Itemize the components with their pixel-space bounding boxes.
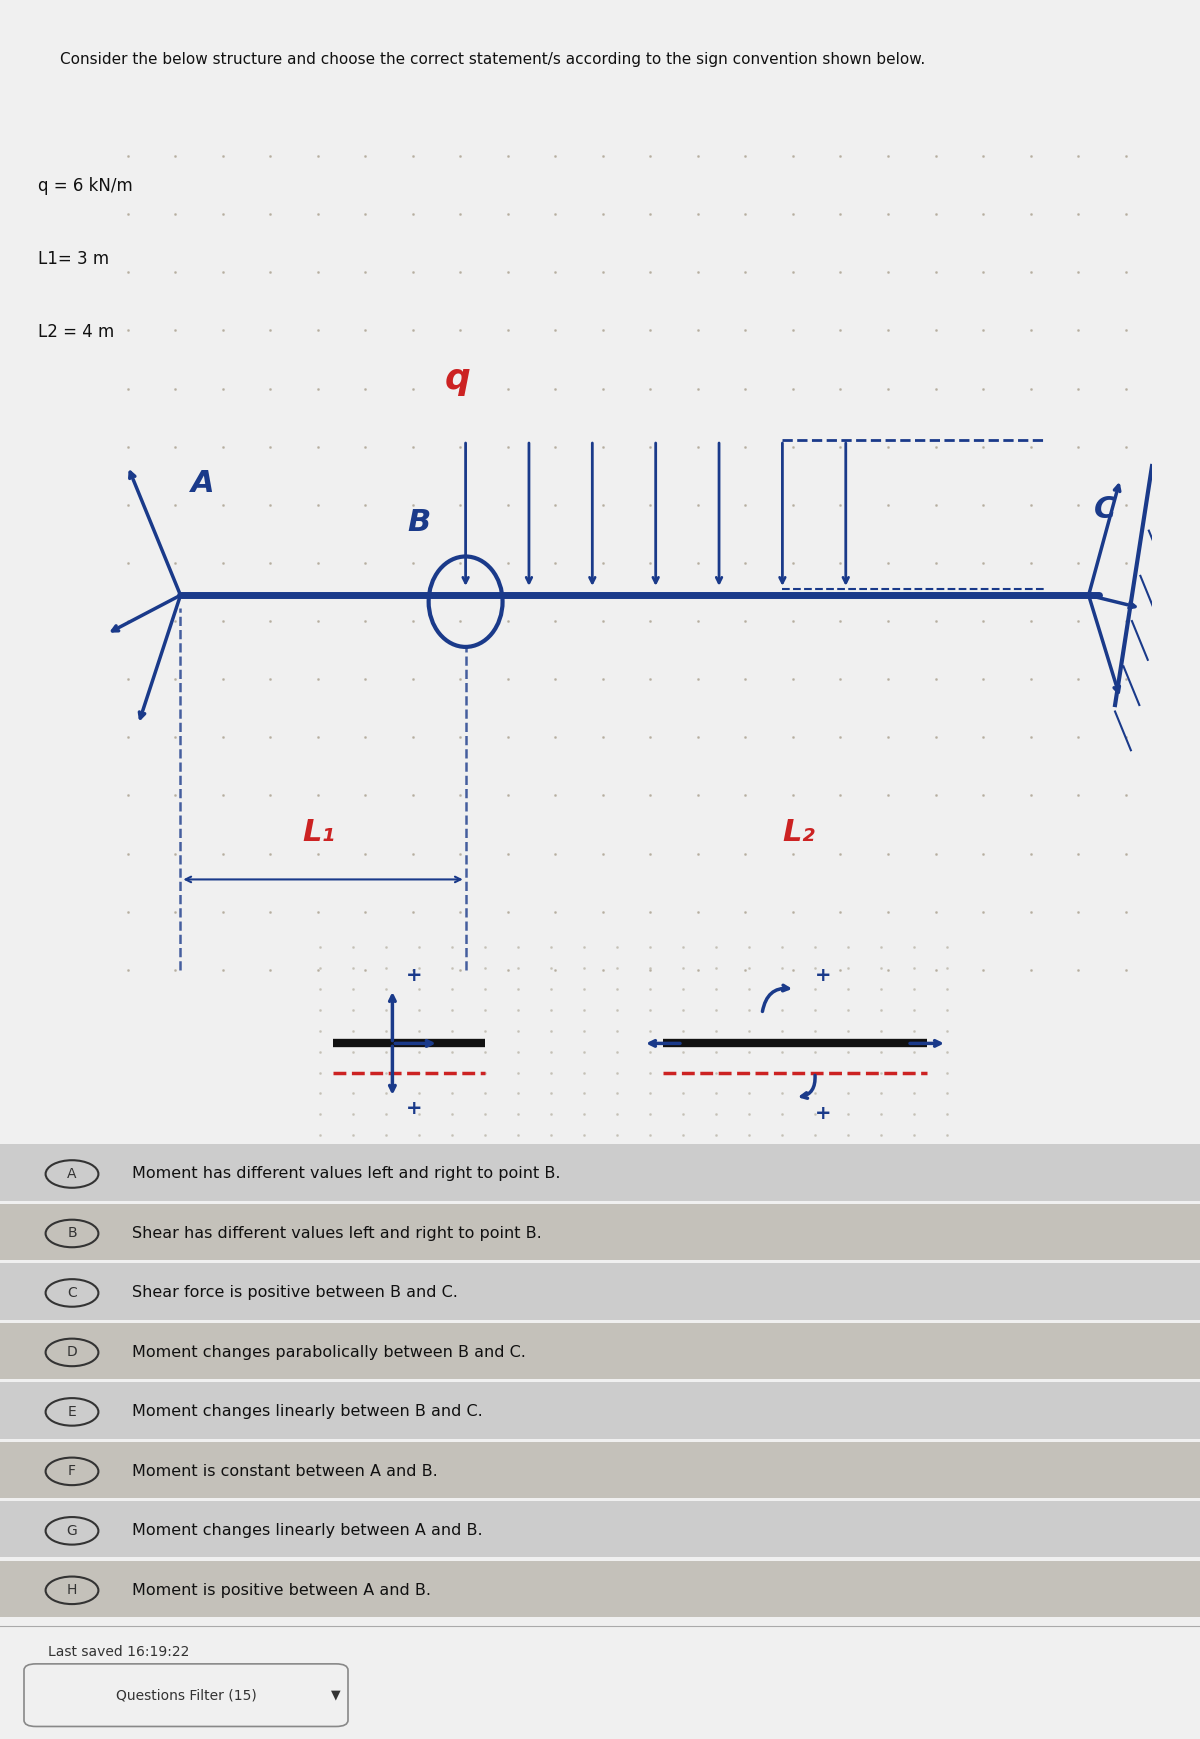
- Text: Last saved 16:19:22: Last saved 16:19:22: [48, 1645, 190, 1659]
- Text: G: G: [67, 1523, 77, 1537]
- Text: C: C: [67, 1285, 77, 1301]
- FancyBboxPatch shape: [24, 1664, 348, 1727]
- FancyBboxPatch shape: [0, 1323, 1200, 1379]
- Text: +: +: [815, 1104, 832, 1123]
- Text: q: q: [444, 362, 470, 395]
- Text: B: B: [67, 1226, 77, 1240]
- FancyBboxPatch shape: [0, 1383, 1200, 1438]
- Text: L2 = 4 m: L2 = 4 m: [38, 323, 114, 341]
- Text: L1= 3 m: L1= 3 m: [38, 250, 109, 268]
- Text: H: H: [67, 1582, 77, 1598]
- Text: Moment is positive between A and B.: Moment is positive between A and B.: [132, 1582, 431, 1598]
- Text: A: A: [67, 1167, 77, 1181]
- Text: Shear has different values left and right to point B.: Shear has different values left and righ…: [132, 1226, 541, 1242]
- Text: q = 6 kN/m: q = 6 kN/m: [38, 177, 132, 195]
- Text: D: D: [67, 1346, 77, 1360]
- Text: L₂: L₂: [782, 817, 815, 847]
- Text: A: A: [191, 470, 215, 497]
- Text: ▼: ▼: [331, 1689, 341, 1702]
- Text: Consider the below structure and choose the correct statement/s according to the: Consider the below structure and choose …: [60, 52, 925, 68]
- FancyBboxPatch shape: [0, 1442, 1200, 1497]
- FancyBboxPatch shape: [0, 1501, 1200, 1558]
- Text: +: +: [406, 965, 422, 984]
- Text: +: +: [815, 965, 832, 984]
- Text: Moment has different values left and right to point B.: Moment has different values left and rig…: [132, 1167, 560, 1181]
- Text: Shear force is positive between B and C.: Shear force is positive between B and C.: [132, 1285, 458, 1301]
- FancyBboxPatch shape: [0, 1263, 1200, 1320]
- Text: E: E: [67, 1405, 77, 1419]
- Text: +: +: [406, 1099, 422, 1118]
- FancyBboxPatch shape: [0, 1560, 1200, 1617]
- Text: L₁: L₁: [302, 817, 335, 847]
- FancyBboxPatch shape: [0, 1203, 1200, 1261]
- Text: Moment is constant between A and B.: Moment is constant between A and B.: [132, 1464, 438, 1478]
- Text: Moment changes linearly between B and C.: Moment changes linearly between B and C.: [132, 1405, 482, 1419]
- Text: B: B: [408, 508, 431, 537]
- Text: C: C: [1094, 494, 1116, 523]
- Text: Moment changes linearly between A and B.: Moment changes linearly between A and B.: [132, 1523, 482, 1539]
- FancyBboxPatch shape: [0, 1144, 1200, 1200]
- Text: F: F: [68, 1464, 76, 1478]
- Text: Moment changes parabolically between B and C.: Moment changes parabolically between B a…: [132, 1344, 526, 1360]
- Text: Questions Filter (15): Questions Filter (15): [115, 1689, 257, 1702]
